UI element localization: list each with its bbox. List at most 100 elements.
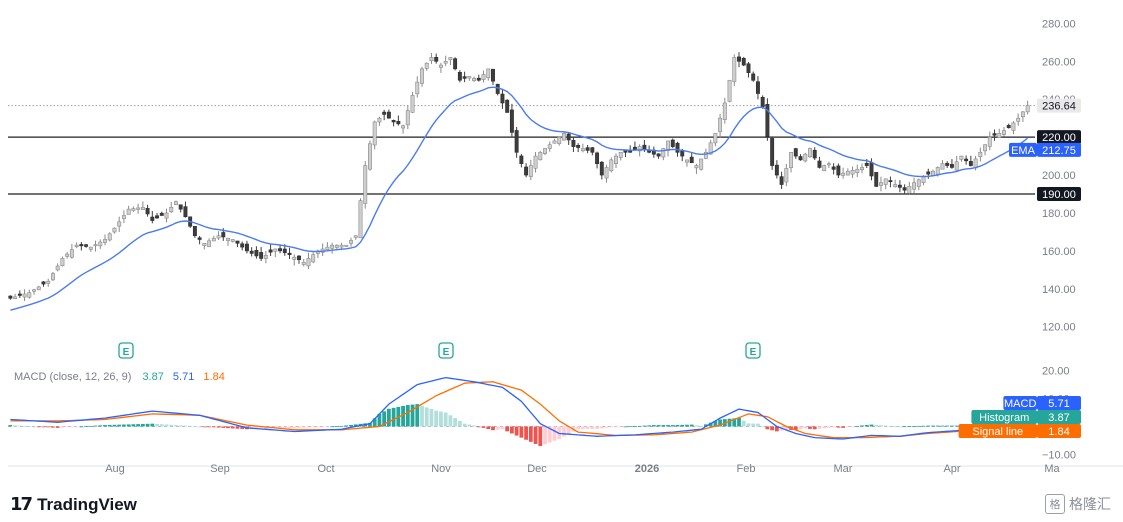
histogram-bar (893, 426, 898, 427)
histogram-bar (17, 425, 22, 427)
histogram-bar (793, 426, 798, 430)
histogram-bar (845, 426, 850, 428)
candle-body (301, 261, 306, 265)
histogram-bar (595, 426, 599, 429)
candle-body (107, 233, 112, 241)
macd-badge-value (1037, 410, 1081, 424)
histogram-bar (320, 426, 325, 428)
brand-name: TradingView (37, 494, 137, 514)
candle-body (448, 57, 453, 61)
stock-chart[interactable]: EEE 280.00260.00240.00220.00200.00180.00… (0, 0, 1123, 486)
candle-body (500, 93, 505, 104)
candle-body (46, 280, 51, 284)
earnings-marker[interactable]: E (438, 342, 454, 359)
candle-body (259, 252, 264, 259)
earnings-marker[interactable]: E (745, 342, 761, 359)
candle-body (703, 152, 708, 159)
candle-body (174, 201, 178, 206)
histogram-bar (491, 426, 495, 431)
histogram-bar (462, 423, 467, 427)
histogram-bar (670, 425, 675, 427)
candle-body (685, 159, 689, 163)
histogram-bar (472, 425, 476, 427)
histogram-bar (278, 426, 282, 429)
earnings-marker[interactable]: E (118, 342, 134, 359)
candle-body (888, 180, 893, 182)
candle-body (8, 295, 13, 299)
macd-line (10, 376, 1028, 440)
candle-body (855, 169, 860, 173)
x-tick-label: Mar (834, 463, 853, 475)
histogram-bar (732, 418, 737, 427)
candle-body (155, 215, 159, 219)
histogram-bar (647, 425, 652, 427)
candle-body (32, 289, 36, 292)
candle-body (244, 243, 249, 252)
histogram-bar (344, 425, 349, 427)
histogram-bar (240, 426, 245, 429)
macd-legend: MACD (close, 12, 26, 9) 3.87 5.71 1.84 (14, 371, 225, 383)
candle-body (41, 281, 46, 285)
candle-body (415, 81, 420, 95)
candle-body (968, 161, 973, 166)
candle-body (88, 246, 93, 250)
candle-body (476, 77, 481, 81)
hline-price-badge-text: 190.00 (1042, 189, 1076, 201)
histogram-bar (174, 425, 178, 427)
histogram-bar (122, 424, 126, 427)
candle-body (642, 144, 647, 150)
histogram-bar (713, 421, 718, 427)
price-badges: 236.64 220.00 190.00 EMA 212.75 MACD 5.71 Histo… (958, 98, 1081, 438)
candle-body (235, 240, 240, 244)
histogram-bar (656, 425, 661, 427)
histogram-bar (822, 426, 827, 429)
candle-body (211, 237, 216, 242)
ema-value-badge-text: 212.75 (1042, 145, 1076, 157)
histogram-bar (325, 426, 330, 428)
histogram-bar (689, 424, 694, 427)
histogram-bar (552, 426, 557, 441)
candle-body (694, 165, 699, 169)
histogram-bar (69, 426, 74, 428)
histogram-bar (60, 426, 65, 428)
histogram-bar (708, 422, 713, 427)
candle-body (718, 117, 723, 133)
candle-body (249, 250, 254, 254)
macd-badge-value-text: 5.71 (1048, 398, 1069, 410)
histogram-bar (401, 405, 405, 427)
histogram-bar (931, 425, 935, 427)
candlestick-series (8, 52, 1030, 302)
tradingview-brand[interactable]: 17 TradingView (10, 494, 137, 515)
histogram-bar (699, 426, 704, 427)
candle-body (661, 148, 666, 158)
histogram-bar (126, 424, 131, 427)
price-tick-label: 260.00 (1042, 56, 1076, 68)
histogram-bar (827, 426, 831, 428)
ema-line (10, 86, 1029, 311)
candle-body (561, 133, 566, 141)
histogram-bar (945, 425, 950, 427)
macd-badge-name-text: MACD (1004, 398, 1036, 410)
histogram-bar (888, 425, 893, 427)
candle-body (401, 125, 406, 129)
candle-body (812, 149, 817, 159)
candle-body (472, 78, 477, 81)
candle-body (55, 265, 60, 271)
candle-body (112, 227, 117, 233)
histogram-bar (159, 424, 164, 427)
chart-background (0, 0, 1123, 486)
candle-body (864, 162, 869, 166)
candle-body (69, 249, 74, 258)
candle-body (169, 206, 174, 213)
histogram-bar (609, 426, 614, 428)
horizontal-lines (8, 105, 1035, 427)
candle-body (893, 184, 898, 188)
histogram-bar (65, 426, 70, 428)
histogram-bar (916, 425, 921, 427)
histogram-bar (353, 424, 358, 427)
histogram-bar (316, 426, 320, 428)
candle-body (571, 139, 576, 147)
histogram-bar (926, 425, 931, 427)
candle-body (732, 57, 737, 82)
candle-body (391, 120, 396, 123)
